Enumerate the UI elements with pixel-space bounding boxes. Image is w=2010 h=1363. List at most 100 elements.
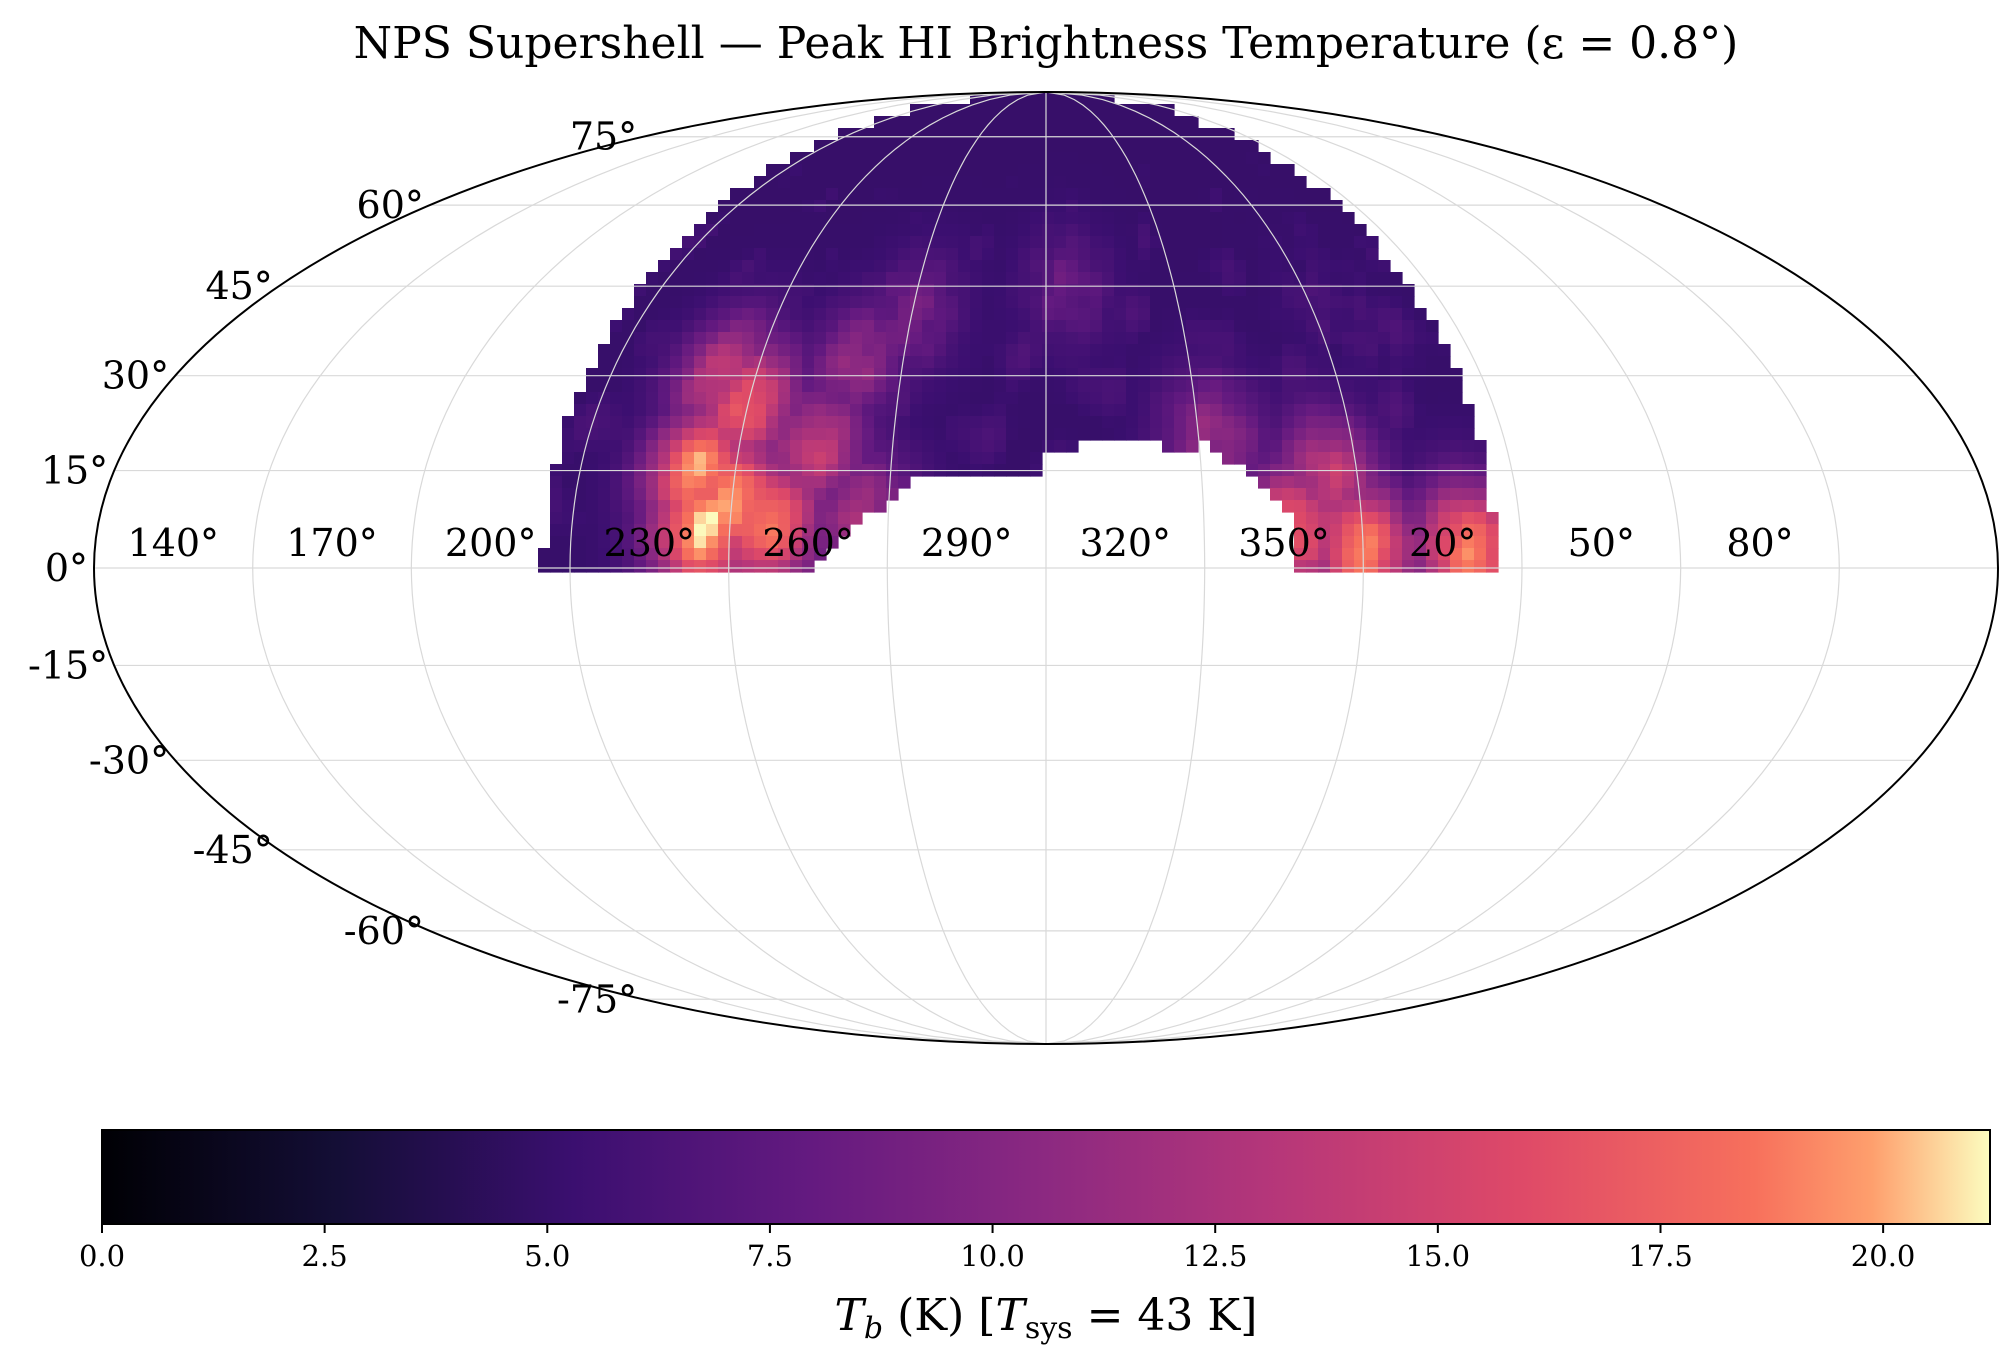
heatmap-cell — [1354, 308, 1367, 321]
heatmap-cell — [1462, 416, 1475, 429]
heatmap-cell — [1366, 380, 1379, 393]
heatmap-cell — [1306, 452, 1319, 465]
heatmap-cell — [1378, 404, 1391, 417]
heatmap-cell — [790, 440, 803, 453]
heatmap-cell — [706, 548, 719, 561]
heatmap-cell — [850, 404, 863, 417]
heatmap-cell — [874, 260, 887, 273]
heatmap-cell — [562, 488, 575, 501]
heatmap-cell — [706, 560, 719, 573]
heatmap-cell — [970, 308, 983, 321]
heatmap-cell — [670, 344, 683, 357]
heatmap-cell — [1114, 128, 1127, 141]
heatmap-cell — [778, 428, 791, 441]
heatmap-cell — [862, 476, 875, 489]
heatmap-cell — [1186, 368, 1199, 381]
heatmap-cell — [682, 452, 695, 465]
heatmap-cell — [1486, 524, 1499, 537]
heatmap-cell — [1234, 392, 1247, 405]
heatmap-cell — [838, 200, 851, 213]
heatmap-cell — [1138, 260, 1151, 273]
heatmap-cell — [946, 200, 959, 213]
meridian-line — [410, 91, 1047, 1045]
heatmap-cell — [994, 404, 1007, 417]
heatmap-cell — [946, 128, 959, 141]
heatmap-cell — [934, 224, 947, 237]
heatmap-cell — [1462, 536, 1475, 549]
heatmap-cell — [670, 356, 683, 369]
heatmap-cell — [1426, 440, 1439, 453]
heatmap-cell — [874, 164, 887, 177]
heatmap-cell — [910, 440, 923, 453]
heatmap-cell — [790, 416, 803, 429]
heatmap-cell — [1078, 404, 1091, 417]
heatmap-cell — [1162, 416, 1175, 429]
heatmap-cell — [934, 284, 947, 297]
heatmap-cell — [1234, 296, 1247, 309]
heatmap-cell — [646, 548, 659, 561]
heatmap-cell — [706, 248, 719, 261]
heatmap-cell — [862, 356, 875, 369]
heatmap-cell — [742, 488, 755, 501]
heatmap-cell — [790, 404, 803, 417]
heatmap-cell — [778, 368, 791, 381]
heatmap-cell — [670, 272, 683, 285]
heatmap-cell — [658, 512, 671, 525]
heatmap-cell — [1042, 236, 1055, 249]
heatmap-cell — [1294, 416, 1307, 429]
heatmap-cell — [970, 104, 983, 117]
heatmap-cell — [1150, 356, 1163, 369]
heatmap-cell — [778, 500, 791, 513]
heatmap-cell — [1198, 152, 1211, 165]
heatmap-cell — [1402, 548, 1415, 561]
heatmap-cell — [922, 188, 935, 201]
heatmap-cell — [934, 260, 947, 273]
heatmap-cell — [730, 368, 743, 381]
heatmap-cell — [994, 272, 1007, 285]
heatmap-cell — [550, 548, 563, 561]
heatmap-cell — [1378, 380, 1391, 393]
heatmap-cell — [1306, 380, 1319, 393]
heatmap-cell — [1162, 380, 1175, 393]
heatmap-cell — [682, 356, 695, 369]
lon-tick-label: 290° — [921, 521, 1013, 565]
heatmap-cell — [1342, 488, 1355, 501]
heatmap-cell — [922, 128, 935, 141]
heatmap-cell — [1198, 140, 1211, 153]
heatmap-cell — [1210, 212, 1223, 225]
heatmap-cell — [1414, 320, 1427, 333]
heatmap-cell — [586, 488, 599, 501]
heatmap-cell — [1030, 440, 1043, 453]
heatmap-cell — [1018, 380, 1031, 393]
heatmap-cell — [1318, 356, 1331, 369]
heatmap-cell — [1294, 308, 1307, 321]
heatmap-cell — [1390, 284, 1403, 297]
heatmap-cell — [658, 524, 671, 537]
heatmap-cell — [1414, 452, 1427, 465]
heatmap-cell — [1102, 236, 1115, 249]
heatmap-cell — [1270, 332, 1283, 345]
heatmap-cell — [694, 332, 707, 345]
heatmap-cell — [634, 284, 647, 297]
heatmap-cell — [982, 236, 995, 249]
heatmap-cell — [1186, 440, 1199, 453]
heatmap-cell — [598, 428, 611, 441]
heatmap-cell — [706, 212, 719, 225]
heatmap-cell — [1018, 284, 1031, 297]
heatmap-cell — [718, 380, 731, 393]
heatmap-cell — [1030, 428, 1043, 441]
heatmap-cell — [1126, 356, 1139, 369]
heatmap-cell — [1078, 128, 1091, 141]
heatmap-cell — [682, 476, 695, 489]
heatmap-cell — [970, 200, 983, 213]
heatmap-cell — [1138, 392, 1151, 405]
heatmap-cell — [1018, 296, 1031, 309]
heatmap-cell — [1330, 476, 1343, 489]
heatmap-cell — [874, 140, 887, 153]
heatmap-cell — [850, 380, 863, 393]
heatmap-cell — [1102, 164, 1115, 177]
heatmap-cell — [646, 440, 659, 453]
heatmap-cell — [838, 272, 851, 285]
heatmap-cell — [838, 212, 851, 225]
heatmap-cell — [886, 332, 899, 345]
